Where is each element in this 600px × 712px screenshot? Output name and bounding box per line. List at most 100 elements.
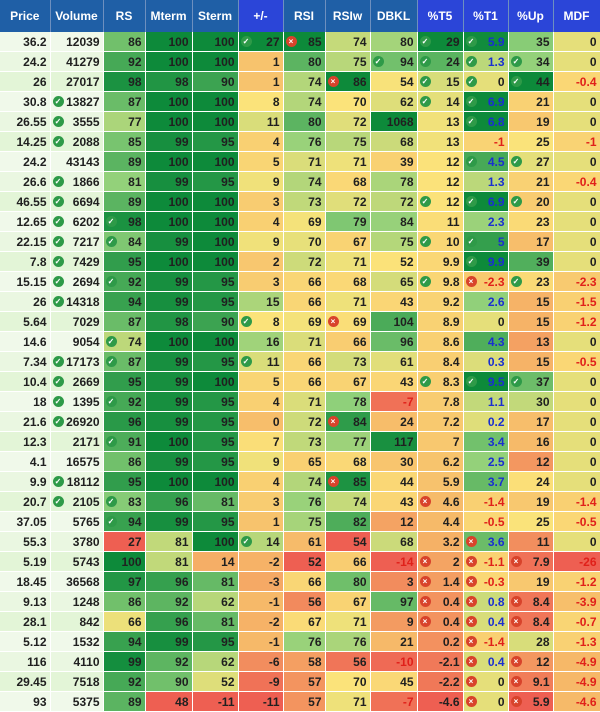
check-icon: ✓ bbox=[419, 376, 431, 387]
cell-t1: ✓ 5.9 bbox=[463, 32, 509, 52]
cell-price: 46.55 bbox=[0, 191, 51, 212]
cell-value: 4.4 bbox=[442, 514, 460, 529]
column-header-mterm[interactable]: Mterm bbox=[145, 0, 193, 32]
cell-value: 5 bbox=[497, 234, 505, 249]
cell-up: × 8.4 bbox=[508, 591, 554, 612]
table-row[interactable]: 30.8 ✓ 13827 87 100 100 8 74 70 62 ✓ 14 ✓ 6.9 21 0 bbox=[0, 91, 600, 112]
table-row[interactable]: 26.6 ✓ 1866 81 99 95 9 74 68 78 12 1.3 21 -0.4 bbox=[0, 171, 600, 192]
column-header-change[interactable]: +/- bbox=[238, 0, 284, 32]
cell-value: 4 bbox=[272, 134, 280, 149]
cell-rsi: 66 bbox=[283, 571, 326, 592]
cell-value: 8 bbox=[272, 94, 280, 109]
cell-volume: 41279 bbox=[50, 51, 104, 72]
column-header-up[interactable]: %Up bbox=[508, 0, 554, 32]
table-row[interactable]: 22.15 ✓ 7217 ✓ 84 99 100 9 70 67 75 ✓ 10 ✓ 5 17 0 bbox=[0, 231, 600, 252]
table-row[interactable]: 15.15 ✓ 2694 ✓ 92 99 95 3 66 68 65 ✓ 9.8 × -2.3 ✓ 23 -2.3 bbox=[0, 271, 600, 292]
cell-value: -6 bbox=[268, 654, 280, 669]
cell-up: 16 bbox=[508, 431, 554, 452]
column-header-sterm[interactable]: Sterm bbox=[192, 0, 239, 32]
cell-t5: 9.2 bbox=[417, 291, 464, 312]
check-icon: ✓ bbox=[510, 156, 522, 167]
cell-sterm: 95 bbox=[192, 391, 239, 412]
cell-dbkl: -7 bbox=[370, 691, 418, 712]
column-header-t5[interactable]: %T5 bbox=[417, 0, 464, 32]
column-header-rsi[interactable]: RSI bbox=[283, 0, 326, 32]
table-row[interactable]: 26 27017 98 98 90 1 74 × 86 54 ✓ 15 ✓ 0 ✓ 44 -0.4 bbox=[0, 71, 600, 92]
check-icon: ✓ bbox=[52, 196, 64, 207]
table-row[interactable]: 26.55 ✓ 3555 77 100 100 11 80 72 1068 13 ✓ 6.8 19 0 bbox=[0, 111, 600, 132]
table-row[interactable]: 18.45 36568 97 96 81 -3 66 80 3 × 1.4 × -0.3 19 -1.2 bbox=[0, 571, 600, 592]
table-row[interactable]: 12.3 2171 ✓ 91 100 95 7 73 77 117 7 3.4 16 0 bbox=[0, 431, 600, 452]
table-row[interactable]: 9.13 1248 86 92 62 -1 56 67 97 × 0.4 × 0.8 × 8.4 -3.9 bbox=[0, 591, 600, 612]
column-header-rs[interactable]: RS bbox=[103, 0, 146, 32]
cell-mterm: 92 bbox=[145, 651, 193, 672]
cell-rsi: 74 bbox=[283, 171, 326, 192]
x-icon: × bbox=[419, 616, 431, 627]
cell-rs: 97 bbox=[103, 571, 146, 592]
column-header-t1[interactable]: %T1 bbox=[463, 0, 509, 32]
column-header-price[interactable]: Price bbox=[0, 0, 51, 32]
table-row[interactable]: 18 ✓ 1395 ✓ 92 99 95 4 71 78 -7 7.8 1.1 30 0 bbox=[0, 391, 600, 412]
table-row[interactable]: 10.4 ✓ 2669 95 99 100 5 66 67 43 ✓ 8.3 ✓ 9.5 ✓ 37 0 bbox=[0, 371, 600, 392]
cell-value: -0.5 bbox=[575, 354, 597, 369]
table-row[interactable]: 12.65 ✓ 6202 ✓ 98 100 100 4 69 79 84 11 2.3 23 0 bbox=[0, 211, 600, 232]
table-row[interactable]: 24.2 41279 92 100 100 1 80 75 ✓ 94 ✓ 24 ✓ 1.3 ✓ 34 0 bbox=[0, 51, 600, 72]
table-row[interactable]: 28.1 842 66 96 81 -2 67 71 9 × 0.4 × 0.4 × 8.4 -0.7 bbox=[0, 611, 600, 632]
table-row[interactable]: 5.12 1532 94 99 95 -1 76 76 21 0.2 × -1.4 28 -1.3 bbox=[0, 631, 600, 652]
cell-price: 24.2 bbox=[0, 151, 51, 172]
table-row[interactable]: 55.3 3780 27 81 100 ✓ 14 61 54 68 3.2 × 3.6 11 0 bbox=[0, 531, 600, 552]
cell-value: 100 bbox=[214, 374, 235, 389]
table-row[interactable]: 7.8 ✓ 7429 95 100 100 2 72 71 52 9.9 ✓ 9.9 39 0 bbox=[0, 251, 600, 272]
column-header-volume[interactable]: Volume bbox=[50, 0, 104, 32]
cell-sterm: 81 bbox=[192, 491, 239, 512]
table-row[interactable]: 7.34 ✓ 17173 ✓ 87 99 95 ✓ 11 66 73 61 8.4 0.3 15 -0.5 bbox=[0, 351, 600, 372]
table-row[interactable]: 26 ✓ 14318 94 99 95 15 66 71 43 9.2 2.6 15 -1.5 bbox=[0, 291, 600, 312]
table-row[interactable]: 9.9 ✓ 18112 95 100 100 4 74 × 85 44 5.9 3.7 24 0 bbox=[0, 471, 600, 492]
cell-change: 4 bbox=[238, 211, 284, 232]
cell-value: 9 bbox=[272, 234, 280, 249]
table-row[interactable]: 21.6 ✓ 26920 96 99 95 0 72 × 84 24 7.2 0.2 17 0 bbox=[0, 411, 600, 432]
column-header-rsiw[interactable]: RSIw bbox=[325, 0, 371, 32]
table-row[interactable]: 4.1 16575 86 99 95 9 65 68 30 6.2 2.5 12 0 bbox=[0, 451, 600, 472]
cell-value: 1248 bbox=[72, 594, 100, 609]
cell-value: 13 bbox=[446, 114, 460, 129]
table-row[interactable]: 37.05 5765 ✓ 94 99 95 1 75 82 12 4.4 -0.5 25 -0.5 bbox=[0, 511, 600, 532]
cell-up: × 9.1 bbox=[508, 671, 554, 692]
table-row[interactable]: 5.19 5743 100 81 14 -2 52 66 -14 × 2 × -1.1 × 7.9 -26 bbox=[0, 551, 600, 572]
table-row[interactable]: 5.64 7029 87 98 90 ✓ 8 69 × 69 104 8.9 0 15 -1.2 bbox=[0, 311, 600, 332]
cell-rsiw: 67 bbox=[325, 371, 371, 392]
cell-value: 7.2 bbox=[442, 414, 460, 429]
cell-value: 96 bbox=[175, 494, 189, 509]
cell-mterm: 100 bbox=[145, 211, 193, 232]
table-row[interactable]: 46.55 ✓ 6694 89 100 100 3 73 72 72 ✓ 12 ✓ 6.9 ✓ 20 0 bbox=[0, 191, 600, 212]
column-header-dbkl[interactable]: DBKL bbox=[370, 0, 418, 32]
cell-value: 100 bbox=[214, 34, 235, 49]
cell-t1: × -2.3 bbox=[463, 271, 509, 292]
cell-value: 10.4 bbox=[23, 374, 47, 389]
cell-dbkl: 84 bbox=[370, 211, 418, 232]
cell-value: 41279 bbox=[66, 54, 100, 69]
cell-value: 55.3 bbox=[23, 534, 47, 549]
cell-t5: 5.9 bbox=[417, 471, 464, 492]
table-row[interactable]: 36.2 12039 86 100 100 ✓ 27 × 85 74 80 ✓ 29 ✓ 5.9 35 0 bbox=[0, 32, 600, 52]
cell-change: 9 bbox=[238, 231, 284, 252]
cell-value: 74 bbox=[308, 74, 322, 89]
table-row[interactable]: 116 4110 99 92 62 -6 58 56 -10 -2.1 × 0.4 × 12 -4.9 bbox=[0, 651, 600, 672]
table-row[interactable]: 14.6 9054 ✓ 74 100 100 16 71 66 96 8.6 4.3 13 0 bbox=[0, 331, 600, 352]
table-row[interactable]: 29.45 7518 92 90 52 -9 57 70 45 -2.2 × 0 × 9.1 -4.9 bbox=[0, 671, 600, 692]
column-header-mdf[interactable]: MDF bbox=[553, 0, 600, 32]
table-row[interactable]: 14.25 ✓ 2088 85 99 95 4 76 75 68 13 -1 25 -1 bbox=[0, 131, 600, 152]
cell-value: 97 bbox=[128, 574, 142, 589]
check-icon: ✓ bbox=[240, 36, 252, 47]
cell-value: 0.8 bbox=[487, 594, 505, 609]
check-icon: ✓ bbox=[465, 76, 477, 87]
cell-price: 15.15 bbox=[0, 271, 51, 292]
table-row[interactable]: 20.7 ✓ 2105 ✓ 83 96 81 3 76 74 43 × 4.6 -1.4 19 -1.4 bbox=[0, 491, 600, 512]
cell-volume: ✓ 7217 bbox=[50, 231, 104, 252]
cell-value: 80 bbox=[353, 574, 367, 589]
cell-value: 7.9 bbox=[532, 554, 550, 569]
table-row[interactable]: 93 5375 89 48 -11 -11 57 71 -7 -4.6 × 0 × 5.9 -4.6 bbox=[0, 691, 600, 712]
table-row[interactable]: 24.2 43143 89 100 100 5 71 71 39 12 ✓ 4.5 ✓ 27 0 bbox=[0, 151, 600, 172]
cell-mterm: 99 bbox=[145, 631, 193, 652]
cell-value: -3 bbox=[268, 574, 280, 589]
